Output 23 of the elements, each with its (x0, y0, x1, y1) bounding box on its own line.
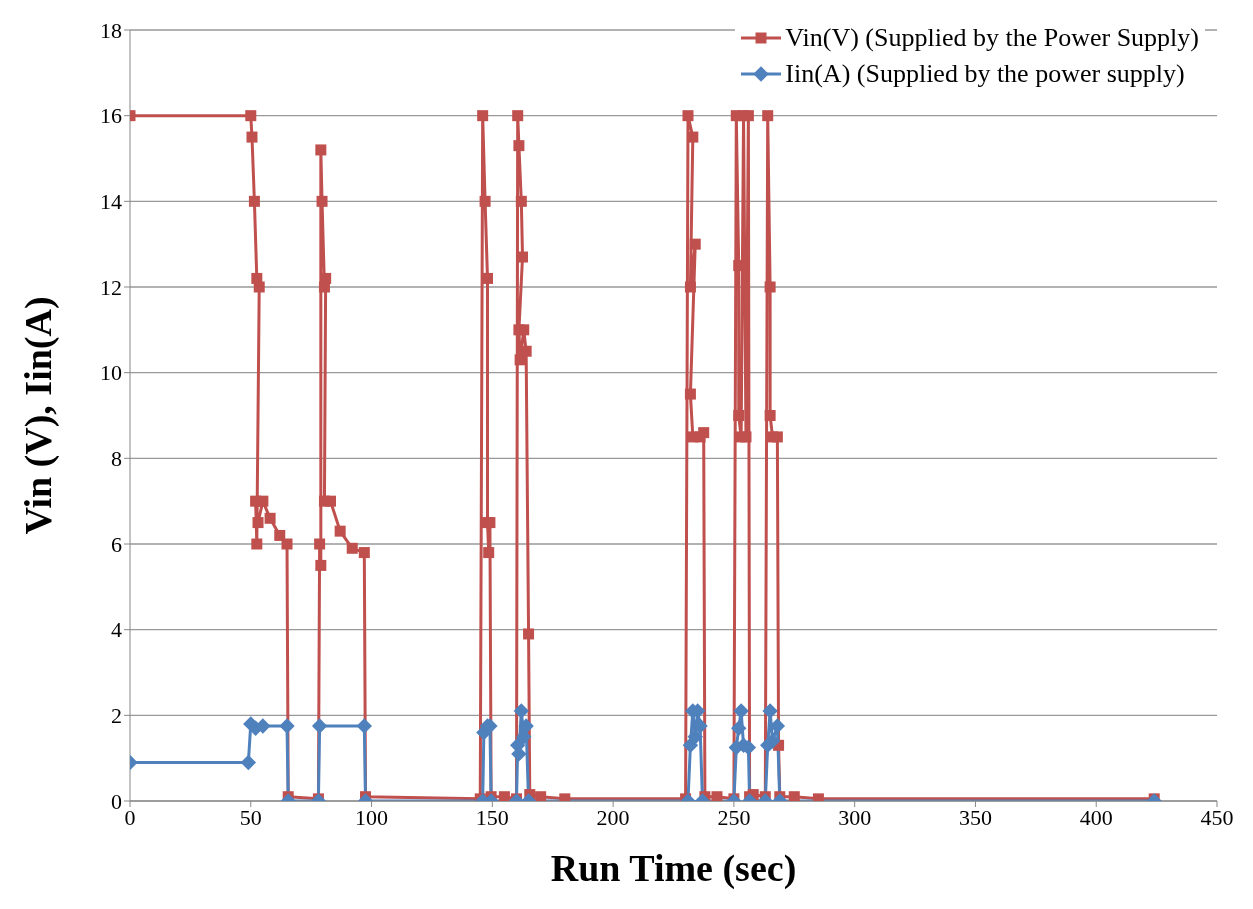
x-axis-title: Run Time (sec) (550, 847, 797, 890)
y-tick-label: 6 (111, 531, 122, 557)
y-tick-label: 12 (100, 274, 122, 300)
legend-label: Vin(V) (Supplied by the Power Supply) (785, 22, 1199, 54)
x-tick-label: 150 (475, 804, 509, 830)
x-tick-label: 400 (1079, 804, 1113, 830)
x-tick-label: 200 (596, 804, 630, 830)
x-tick-label: 50 (239, 804, 262, 830)
y-tick-label: 4 (111, 617, 122, 643)
x-tick-label: 450 (1200, 804, 1234, 830)
y-tick-label: 10 (100, 360, 122, 386)
y-tick-label: 2 (111, 703, 122, 729)
x-tick-label: 100 (355, 804, 389, 830)
x-tick-label: 300 (838, 804, 872, 830)
y-tick-label: 16 (100, 103, 122, 129)
y-tick-label: 8 (111, 446, 122, 472)
y-tick-label: 18 (100, 17, 122, 43)
y-tick-label: 0 (111, 788, 122, 814)
x-tick-label: 350 (958, 804, 992, 830)
legend-label: Iin(A) (Supplied by the power supply) (785, 58, 1185, 90)
y-tick-label: 14 (100, 189, 122, 215)
y-axis-title: Vin (V), Iin(A) (17, 296, 61, 535)
x-tick-label: 250 (717, 804, 751, 830)
